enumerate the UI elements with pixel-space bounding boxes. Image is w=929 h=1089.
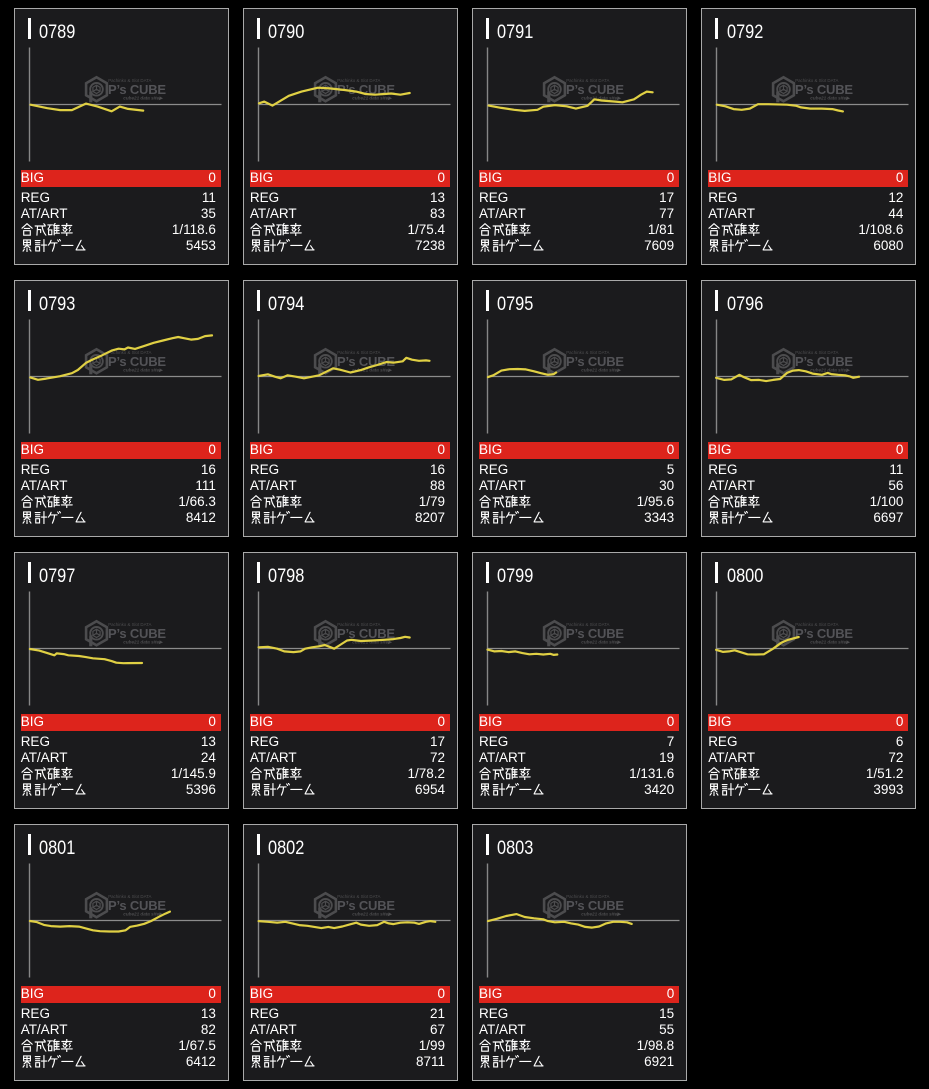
svg-text:Pachinko & Slot DATA: Pachinko & Slot DATA bbox=[108, 78, 151, 83]
svg-text:P’s CUBE: P’s CUBE bbox=[108, 82, 166, 97]
svg-text:cube21 data site▶: cube21 data site▶ bbox=[123, 96, 164, 101]
